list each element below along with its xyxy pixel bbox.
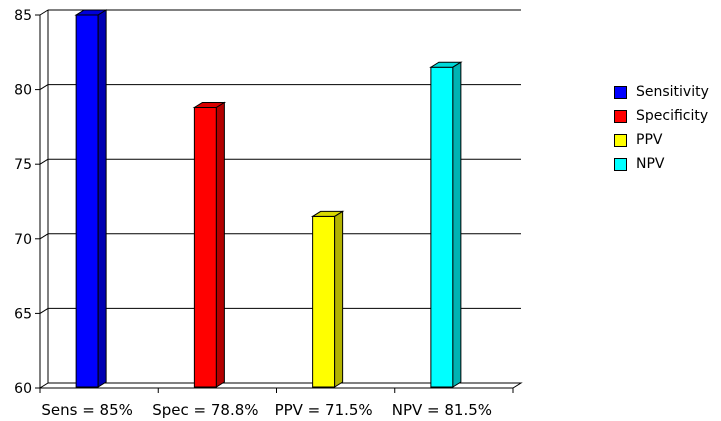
chart-legend: Sensitivity Specificity PPV NPV bbox=[614, 80, 709, 176]
x-tick-label: Spec = 78.8% bbox=[152, 401, 258, 419]
legend-label-npv: NPV bbox=[636, 156, 665, 172]
gridline-side bbox=[39, 307, 49, 314]
legend-label-ppv: PPV bbox=[636, 132, 663, 148]
legend-item-sensitivity: Sensitivity bbox=[614, 80, 709, 104]
y-tick-label: 60 bbox=[14, 381, 32, 397]
legend-swatch-sensitivity bbox=[614, 85, 627, 99]
gridline-side bbox=[39, 233, 49, 240]
bar-ppv bbox=[312, 215, 336, 388]
y-tick-label: 85 bbox=[14, 8, 32, 24]
chart-floor bbox=[38, 382, 523, 389]
legend-item-specificity: Specificity bbox=[614, 104, 709, 128]
y-tick-label: 75 bbox=[14, 157, 32, 173]
bar-sensitivity bbox=[75, 14, 99, 388]
bar-side-ppv bbox=[334, 210, 344, 388]
gridline-side bbox=[39, 84, 49, 91]
x-tick-label: NPV = 81.5% bbox=[392, 401, 492, 419]
legend-label-specificity: Specificity bbox=[636, 108, 709, 124]
legend-swatch-npv bbox=[614, 157, 627, 171]
gridline-side bbox=[39, 9, 49, 16]
bar-npv bbox=[430, 66, 454, 388]
x-tick-label: Sens = 85% bbox=[41, 401, 133, 419]
legend-item-ppv: PPV bbox=[614, 128, 709, 152]
bar-side-npv bbox=[452, 61, 462, 388]
legend-swatch-ppv bbox=[614, 133, 627, 147]
bar-side-sensitivity bbox=[97, 9, 107, 388]
bar-specificity bbox=[193, 107, 217, 388]
bar-side-specificity bbox=[215, 101, 225, 388]
legend-label-sensitivity: Sensitivity bbox=[636, 84, 709, 100]
x-tick-label: PPV = 71.5% bbox=[275, 401, 373, 419]
y-tick-label: 70 bbox=[14, 232, 32, 248]
gridline-side bbox=[39, 158, 49, 165]
y-tick-label: 80 bbox=[14, 83, 32, 99]
legend-swatch-specificity bbox=[614, 109, 627, 123]
y-tick-label: 65 bbox=[14, 306, 32, 322]
legend-item-npv: NPV bbox=[614, 152, 709, 176]
